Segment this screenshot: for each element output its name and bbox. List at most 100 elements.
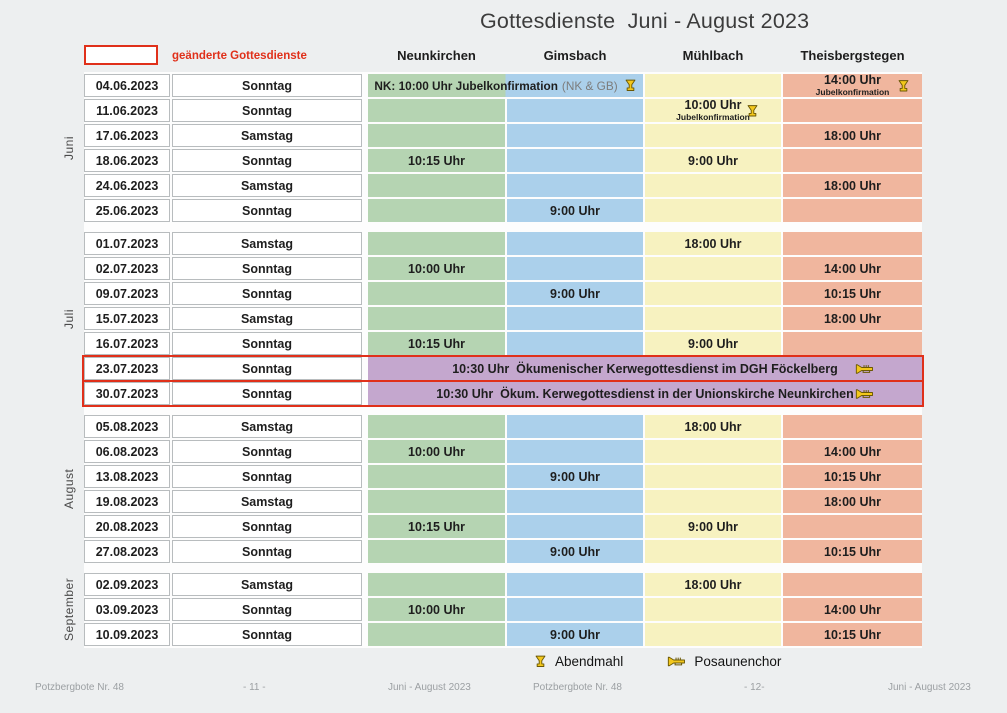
date-cell: 01.07.2023 bbox=[84, 232, 170, 255]
column-header-theisbergstegen: Theisbergstegen bbox=[800, 48, 905, 63]
legend-item-abendmahl: Abendmahl bbox=[534, 654, 623, 669]
table-row: 16.07.2023 Sonntag 10:15 Uhr 9:00 Uhr bbox=[84, 332, 922, 355]
service-cell-gb: 9:00 Uhr bbox=[507, 623, 643, 646]
table-row: 10.09.2023 Sonntag 9:00 Uhr 10:15 Uhr bbox=[84, 623, 922, 646]
service-cell-mb: 10:00 Uhr Jubelkonfirmation bbox=[645, 98, 781, 122]
day-cell: Sonntag bbox=[172, 623, 362, 646]
table-row: 03.09.2023 Sonntag 10:00 Uhr 14:00 Uhr bbox=[84, 598, 922, 621]
service-cell-mb bbox=[645, 199, 781, 222]
service-cell-tb bbox=[783, 149, 922, 172]
table-row: 24.06.2023 Samstag 18:00 Uhr bbox=[84, 174, 922, 197]
service-cell-mb bbox=[645, 74, 781, 97]
day-cell: Samstag bbox=[172, 124, 362, 147]
date-cell: 17.06.2023 bbox=[84, 124, 170, 147]
month-group-juli: Juli 01.07.2023 Samstag 18:00 Uhr 02.07.2023… bbox=[62, 232, 924, 407]
table-row: 18.06.2023 Sonntag 10:15 Uhr 9:00 Uhr bbox=[84, 149, 922, 172]
month-label: September bbox=[62, 577, 76, 642]
day-cell: Sonntag bbox=[172, 257, 362, 280]
date-cell: 30.07.2023 bbox=[84, 382, 170, 405]
column-header-neunkirchen: Neunkirchen bbox=[397, 48, 476, 63]
day-cell: Sonntag bbox=[172, 282, 362, 305]
date-cell: 03.09.2023 bbox=[84, 598, 170, 621]
date-cell: 23.07.2023 bbox=[84, 357, 170, 380]
date-cell: 10.09.2023 bbox=[84, 623, 170, 646]
footer-publication-right: Potzbergbote Nr. 48 bbox=[533, 682, 622, 693]
legend-label-posaunenchor: Posaunenchor bbox=[694, 654, 782, 669]
service-cell-mb: 18:00 Uhr bbox=[645, 232, 781, 255]
day-cell: Sonntag bbox=[172, 332, 362, 355]
date-cell: 02.09.2023 bbox=[84, 573, 170, 596]
table-row: 30.07.2023 Sonntag 10:30 Uhr Ökum. Kerwego… bbox=[82, 380, 924, 407]
day-cell: Sonntag bbox=[172, 440, 362, 463]
service-cell-tb: 14:00 Uhr bbox=[783, 598, 922, 621]
service-cell-tb: 10:15 Uhr bbox=[783, 282, 922, 305]
service-cell-nk bbox=[368, 540, 505, 563]
service-cell-mb bbox=[645, 282, 781, 305]
service-cell-mb bbox=[645, 124, 781, 147]
table-row: 06.08.2023 Sonntag 10:00 Uhr 14:00 Uhr bbox=[84, 440, 922, 463]
column-header-muehlbach: Mühlbach bbox=[682, 48, 744, 63]
service-cell-nk: 10:00 Uhr bbox=[368, 257, 505, 280]
service-cell-nk bbox=[368, 573, 505, 596]
table-row: 25.06.2023 Sonntag 9:00 Uhr bbox=[84, 199, 922, 222]
column-header-gimsbach: Gimsbach bbox=[543, 48, 607, 63]
date-cell: 16.07.2023 bbox=[84, 332, 170, 355]
service-cell-tb: 10:15 Uhr bbox=[783, 540, 922, 563]
date-cell: 11.06.2023 bbox=[84, 99, 170, 122]
service-cell-mb: 9:00 Uhr bbox=[645, 332, 781, 355]
service-cell-nk bbox=[368, 307, 505, 330]
service-cell-mb bbox=[645, 465, 781, 488]
service-cell-gb bbox=[507, 490, 643, 513]
service-cell-tb: 14:00 Uhr Jubelkonfirmation bbox=[783, 73, 922, 97]
service-cell-tb bbox=[783, 573, 922, 596]
service-cell-mb bbox=[645, 174, 781, 197]
changed-services-legend-label: geänderte Gottesdienste bbox=[172, 49, 307, 62]
day-cell: Samstag bbox=[172, 415, 362, 438]
service-cell-merged-nk-gb: NK: 10:00 Uhr Jubelkonfirmation (NK & GB) bbox=[368, 74, 643, 97]
service-cell-mb bbox=[645, 257, 781, 280]
service-cell-tb: 10:15 Uhr bbox=[783, 623, 922, 646]
month-label: Juli bbox=[62, 308, 76, 329]
service-cell-gb bbox=[507, 257, 643, 280]
day-cell: Sonntag bbox=[172, 515, 362, 538]
legend-item-posaunenchor: Posaunenchor bbox=[667, 654, 781, 669]
service-cell-gb bbox=[507, 307, 643, 330]
changed-services-box-cell bbox=[84, 44, 170, 67]
day-cell: Sonntag bbox=[172, 74, 362, 97]
day-cell: Samstag bbox=[172, 490, 362, 513]
service-cell-nk: 10:15 Uhr bbox=[368, 332, 505, 355]
month-label: Juni bbox=[62, 136, 76, 161]
table-row: 15.07.2023 Samstag 18:00 Uhr bbox=[84, 307, 922, 330]
service-cell-gb bbox=[507, 598, 643, 621]
footer-page-number-right: - 12- bbox=[744, 682, 765, 693]
trumpet-icon bbox=[855, 387, 874, 400]
icon-legend: Abendmahl Posaunenchor bbox=[534, 654, 781, 669]
service-cell-tb: 14:00 Uhr bbox=[783, 257, 922, 280]
date-cell: 20.08.2023 bbox=[84, 515, 170, 538]
month-group-juni: Juni 04.06.2023 Sonntag NK: 10:00 Uhr Jubel… bbox=[62, 73, 922, 222]
table-row: 02.07.2023 Sonntag 10:00 Uhr 14:00 Uhr bbox=[84, 257, 922, 280]
service-cell-tb bbox=[783, 332, 922, 355]
table-row: 02.09.2023 Samstag 18:00 Uhr bbox=[84, 573, 922, 596]
service-cell-nk bbox=[368, 465, 505, 488]
page-title: Gottesdienste Juni - August 2023 bbox=[480, 9, 810, 33]
service-cell-tb: 18:00 Uhr bbox=[783, 174, 922, 197]
table-row: 19.08.2023 Samstag 18:00 Uhr bbox=[84, 490, 922, 513]
date-cell: 24.06.2023 bbox=[84, 174, 170, 197]
date-cell: 15.07.2023 bbox=[84, 307, 170, 330]
schedule-table: Juni 04.06.2023 Sonntag NK: 10:00 Uhr Jubel… bbox=[62, 72, 924, 648]
service-cell-gb bbox=[507, 124, 643, 147]
date-cell: 06.08.2023 bbox=[84, 440, 170, 463]
date-cell: 09.07.2023 bbox=[84, 282, 170, 305]
footer-publication-left: Potzbergbote Nr. 48 bbox=[35, 682, 124, 693]
service-cell-tb bbox=[783, 99, 922, 122]
chalice-icon bbox=[897, 79, 910, 92]
trumpet-icon bbox=[667, 655, 686, 668]
footer-page-number-left: - 11 - bbox=[243, 682, 266, 693]
date-cell: 02.07.2023 bbox=[84, 257, 170, 280]
service-cell-nk bbox=[368, 99, 505, 122]
service-cell-nk bbox=[368, 490, 505, 513]
service-cell-merged-all: 10:30 Uhr Ökum. Kerwegottesdienst in der… bbox=[368, 382, 922, 405]
service-cell-mb bbox=[645, 623, 781, 646]
